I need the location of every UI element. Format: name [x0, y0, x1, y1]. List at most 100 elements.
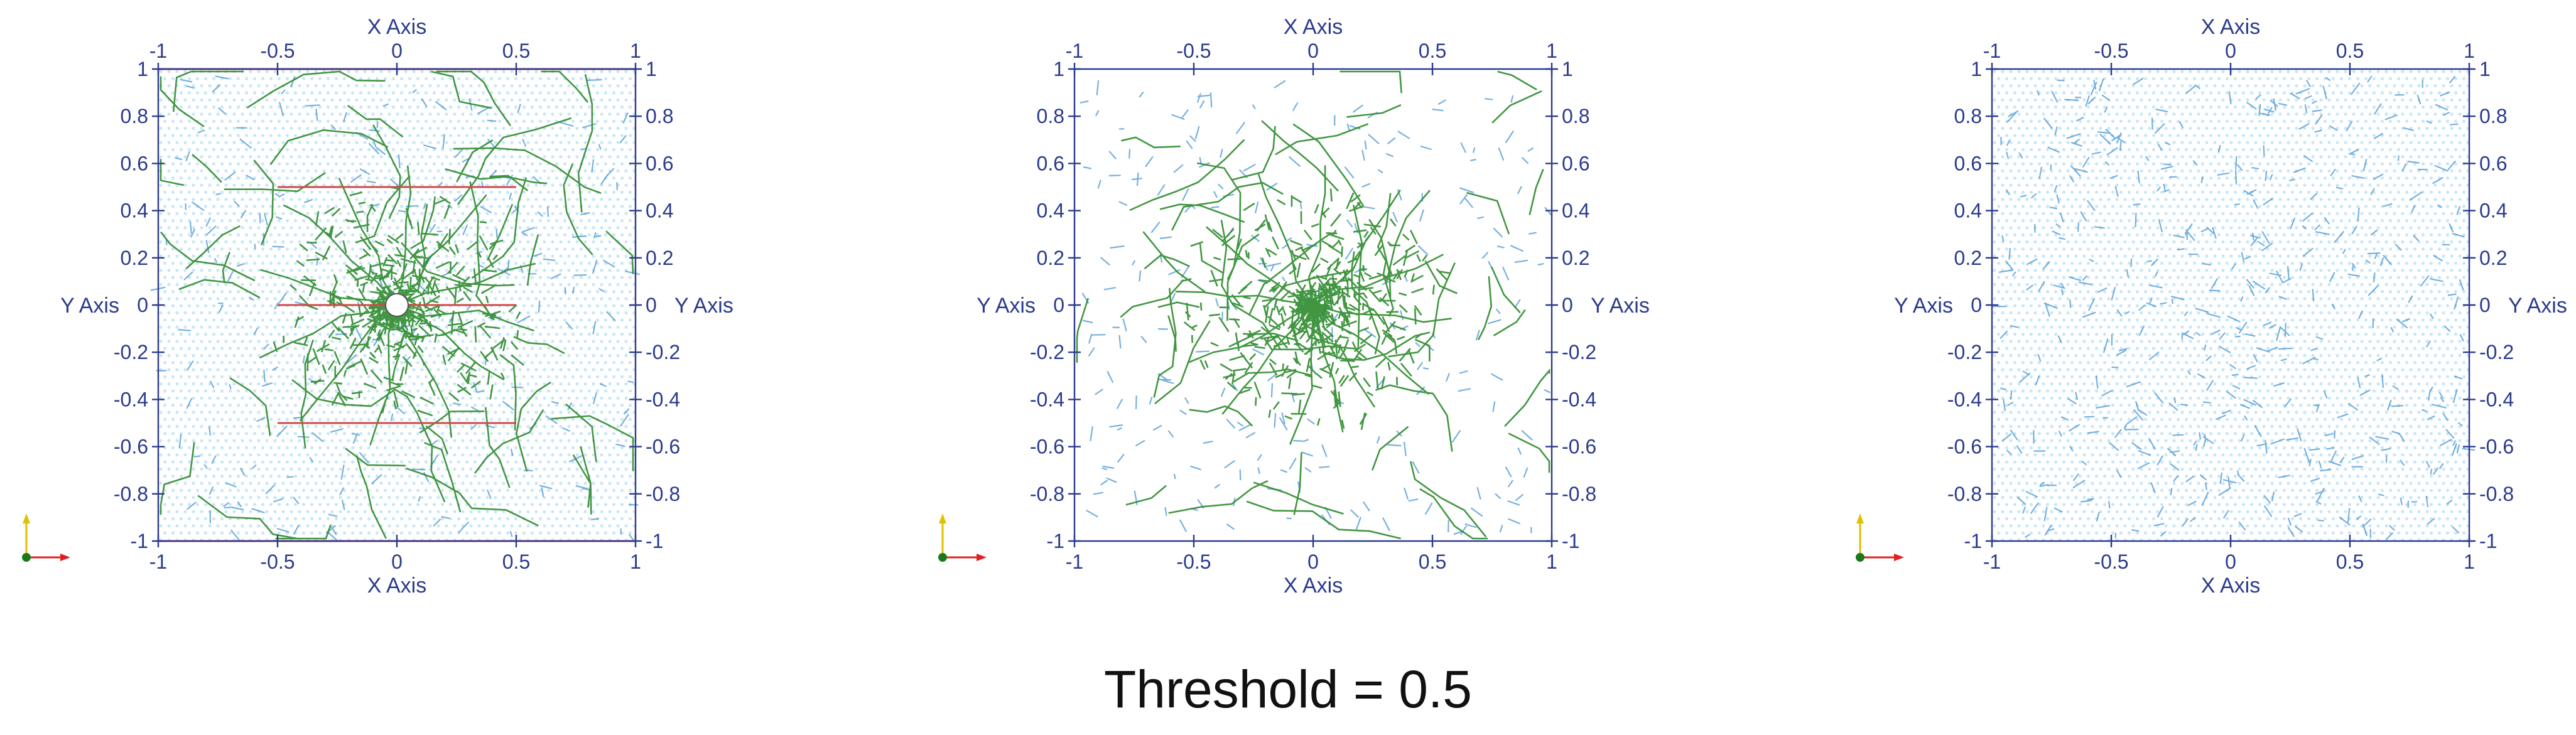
x-axis-title-bottom: X Axis [1284, 574, 1343, 598]
y-tick-label-left: -0.8 [1030, 483, 1064, 505]
y-tick-label-right: 1 [646, 58, 657, 80]
x-tick-label-bottom: 0 [1307, 550, 1319, 573]
y-tick-label-right: 0.4 [2479, 200, 2507, 222]
x-tick-label-bottom: -1 [1066, 550, 1083, 573]
y-tick-label-left: 0.8 [1954, 105, 1982, 127]
y-tick-label-right: -1 [1562, 530, 1579, 552]
y-tick-label-right: 0.6 [2479, 152, 2507, 174]
y-tick-label-left: 0.6 [1037, 152, 1064, 174]
y-tick-label-left: 0.2 [121, 247, 148, 269]
x-tick-label-top: -0.5 [2094, 40, 2128, 62]
x-tick-label-top: -0.5 [260, 40, 295, 62]
y-tick-label-left: -0.2 [1947, 341, 1982, 363]
blue-edges [1992, 75, 2476, 540]
y-tick-label-left: 0 [1053, 294, 1064, 316]
y-tick-label-left: 0.2 [1037, 247, 1064, 269]
y-tick-label-left: 0.8 [121, 105, 148, 127]
y-tick-label-left: 0.4 [1037, 200, 1064, 222]
x-tick-label-bottom: 0.5 [2336, 550, 2364, 573]
x-tick-label-top: 0.5 [1419, 40, 1446, 62]
y-tick-label-right: 0.2 [1562, 247, 1589, 269]
y-tick-label-right: 0.6 [1562, 152, 1589, 174]
y-tick-label-left: -0.6 [1030, 436, 1064, 458]
y-tick-label-left: -0.4 [114, 388, 148, 410]
y-tick-label-right: -0.2 [1562, 341, 1596, 363]
x-axis-title-top: X Axis [367, 15, 426, 39]
x-tick-label-top: 1 [1546, 40, 1557, 62]
y-tick-label-right: 1 [1562, 58, 1573, 80]
threshold-caption: Threshold = 0.5 [1103, 660, 1473, 719]
y-tick-label-left: -0.6 [114, 436, 148, 458]
x-tick-label-bottom: -1 [149, 550, 167, 573]
y-tick-label-left: 0 [1971, 294, 1982, 316]
x-tick-label-top: 1 [2464, 40, 2475, 62]
orientation-axes-icon [1856, 513, 1904, 562]
x-tick-label-bottom: -0.5 [1176, 550, 1211, 573]
x-tick-label-top: -0.5 [1176, 40, 1211, 62]
y-tick-label-left: -0.4 [1030, 388, 1064, 410]
y-tick-label-left: 1 [1971, 58, 1982, 80]
y-tick-label-left: -0.2 [1030, 341, 1064, 363]
x-tick-label-top: 0 [2225, 40, 2236, 62]
y-tick-label-right: 0.8 [1562, 105, 1589, 127]
y-tick-label-left: 1 [1053, 58, 1064, 80]
x-tick-label-top: -1 [1066, 40, 1083, 62]
orientation-axes-icon [22, 513, 70, 562]
x-tick-label-bottom: 0 [391, 550, 403, 573]
x-tick-label-top: 0.5 [502, 40, 530, 62]
y-tick-label-left: 0 [137, 294, 148, 316]
y-tick-label-left: 0.6 [121, 152, 148, 174]
x-axis-title-bottom: X Axis [367, 574, 426, 598]
y-tick-label-right: 0 [1562, 294, 1573, 316]
x-tick-label-bottom: -0.5 [2094, 550, 2128, 573]
x-tick-label-top: 0.5 [2336, 40, 2364, 62]
y-tick-label-right: 1 [2479, 58, 2491, 80]
y-tick-label-left: 1 [137, 58, 148, 80]
y-tick-label-left: -0.4 [1947, 388, 1982, 410]
y-axis-title-right: Y Axis [2508, 294, 2567, 318]
y-tick-label-left: -1 [131, 530, 148, 552]
x-axis-title-top: X Axis [1284, 15, 1343, 39]
y-tick-label-right: 0.4 [1562, 200, 1589, 222]
x-tick-label-bottom: 1 [630, 550, 641, 573]
mesh-fill [1993, 70, 2470, 542]
y-tick-label-right: -0.8 [646, 483, 680, 505]
x-tick-label-top: -1 [149, 40, 167, 62]
y-tick-label-right: 0.6 [646, 152, 673, 174]
y-tick-label-right: 0 [646, 294, 657, 316]
y-tick-label-right: 0.2 [646, 247, 673, 269]
x-tick-label-top: 0 [391, 40, 403, 62]
y-tick-label-right: 0.8 [646, 105, 673, 127]
x-tick-label-bottom: 0 [2225, 550, 2236, 573]
y-tick-label-left: -0.2 [114, 341, 148, 363]
y-tick-label-right: 0.4 [646, 200, 673, 222]
y-tick-label-right: -0.8 [1562, 483, 1596, 505]
y-tick-label-right: -0.4 [646, 388, 680, 410]
y-tick-label-right: -0.2 [646, 341, 680, 363]
y-tick-label-left: -1 [1964, 530, 1982, 552]
x-tick-label-top: -1 [1983, 40, 2001, 62]
y-tick-label-left: -0.8 [114, 483, 148, 505]
y-tick-label-right: -0.8 [2479, 483, 2514, 505]
y-axis-title-left: Y Axis [977, 294, 1036, 318]
y-tick-label-left: -0.6 [1947, 436, 1982, 458]
y-tick-label-left: -0.8 [1947, 483, 1982, 505]
y-axis-title-left: Y Axis [60, 294, 119, 318]
x-tick-label-bottom: 1 [1546, 550, 1557, 573]
y-axis-title-right: Y Axis [1591, 294, 1650, 318]
x-tick-label-bottom: 0.5 [1419, 550, 1446, 573]
center-hole [385, 293, 409, 317]
green-edges [1076, 70, 1550, 540]
y-tick-label-right: -1 [2479, 530, 2497, 552]
y-tick-label-right: -0.2 [2479, 341, 2514, 363]
x-axis-title-bottom: X Axis [2201, 574, 2260, 598]
x-tick-label-bottom: 0.5 [502, 550, 530, 573]
y-tick-label-left: 0.4 [1954, 200, 1982, 222]
y-tick-label-left: -1 [1047, 530, 1064, 552]
y-tick-label-right: -1 [646, 530, 663, 552]
